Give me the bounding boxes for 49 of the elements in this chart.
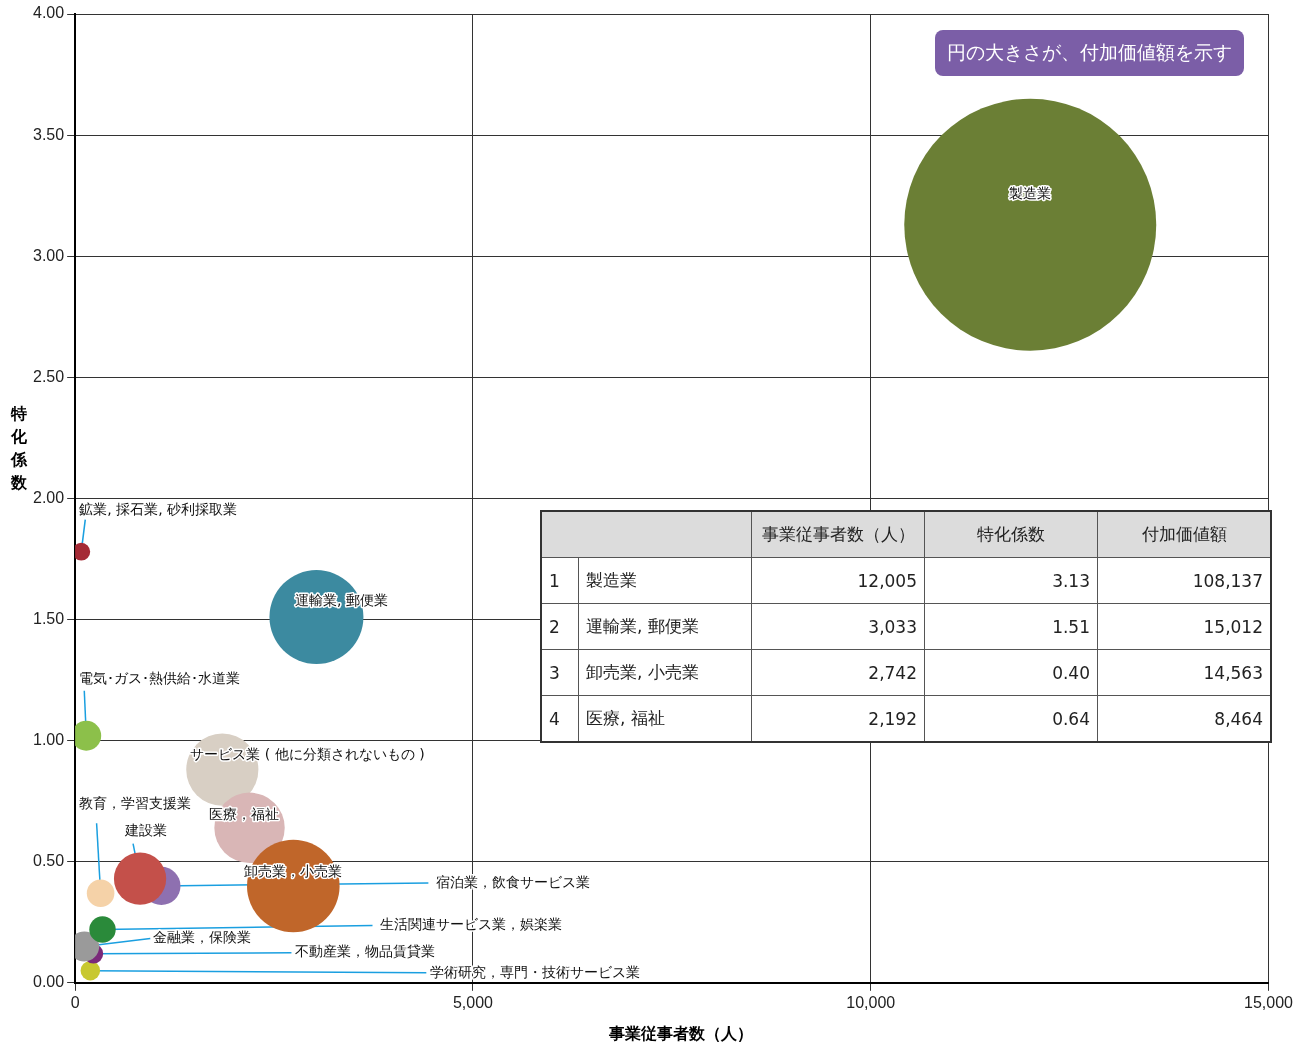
annotation: 2,192 <box>751 695 925 742</box>
series-label: 製造業 <box>1009 185 1052 202</box>
annotation: 2,742 <box>751 649 925 696</box>
series-label: 建設業 <box>124 822 168 839</box>
y-axis-title: 特化係数 <box>11 403 28 494</box>
annotation: 円の大きさが、付加価値額を示す <box>935 30 1244 76</box>
annotation: 付加価値額 <box>1097 511 1271 558</box>
y-tick-label: 4.00 <box>33 4 65 22</box>
annotation: 運輸業, 郵便業 <box>578 603 752 650</box>
series-label: サービス業 ( 他に分類されないもの ) <box>190 746 425 763</box>
x-tick-label: 0 <box>70 993 80 1011</box>
x-tick-label: 10,000 <box>846 993 896 1011</box>
annotation: 8,464 <box>1097 695 1271 742</box>
text: 電気･ガス･熱供給･水道業 <box>79 670 241 687</box>
x-axis-title: 事業従事者数（人） <box>608 1024 754 1045</box>
annotation: 事業従事者数（人） <box>751 511 925 558</box>
y-tick-label: 0.50 <box>33 852 65 870</box>
x-tick-label: 15,000 <box>1244 993 1294 1011</box>
annotation: 医療, 福祉 <box>578 695 752 742</box>
annotation: 製造業 <box>578 557 752 604</box>
annotation: 0.64 <box>924 695 1098 742</box>
annotation: 3.13 <box>924 557 1098 604</box>
annotation: 4 <box>541 695 579 742</box>
annotation: 特化係数 <box>924 511 1098 558</box>
annotation: 1.51 <box>924 603 1098 650</box>
text: 金融業，保険業 <box>153 929 252 946</box>
text: 教育，学習支援業 <box>78 794 191 811</box>
x-tick-label: 5,000 <box>452 993 494 1011</box>
y-tick-label: 0.00 <box>33 973 65 991</box>
y-tick-label: 3.50 <box>33 125 65 143</box>
annotation: 108,137 <box>1097 557 1271 604</box>
series-label: 医療，福祉 <box>208 806 279 823</box>
series-label: 運輸業, 郵便業 <box>294 591 388 608</box>
y-tick-label: 2.00 <box>33 488 65 506</box>
annotation: 3 <box>541 649 579 696</box>
annotation: 1 <box>541 557 579 604</box>
annotation: 14,563 <box>1097 649 1271 696</box>
y-tick-label: 1.00 <box>33 731 65 749</box>
series-label: 鉱業, 採石業, 砂利採取業 <box>79 501 238 518</box>
annotation: 15,012 <box>1097 603 1271 650</box>
text: 不動産業，物品賃貸業 <box>295 943 436 960</box>
y-tick-label: 3.00 <box>33 246 65 264</box>
annotation: 3,033 <box>751 603 925 650</box>
annotation: 2 <box>541 603 579 650</box>
y-tick-label: 2.50 <box>33 367 65 385</box>
annotation: 12,005 <box>751 557 925 604</box>
annotation: 0.40 <box>924 649 1098 696</box>
y-tick-label: 1.50 <box>33 609 65 627</box>
annotation: 卸売業, 小売業 <box>578 649 752 696</box>
